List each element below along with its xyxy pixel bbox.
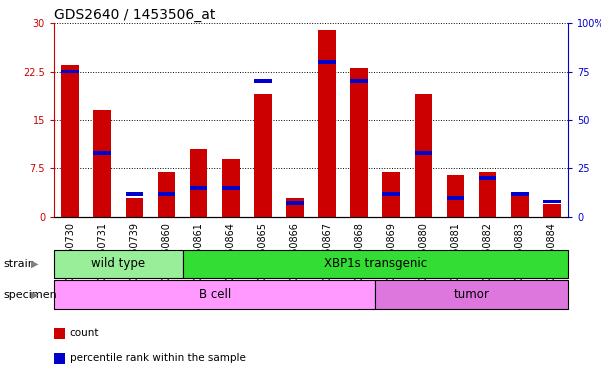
Text: ▶: ▶	[31, 290, 38, 300]
Bar	[54, 280, 375, 309]
Bar	[126, 198, 143, 217]
Bar	[54, 250, 183, 278]
Bar	[511, 192, 529, 195]
Text: B cell: B cell	[198, 288, 231, 301]
Bar	[543, 204, 561, 217]
Bar	[447, 195, 465, 200]
Bar	[222, 186, 240, 190]
Bar	[382, 172, 400, 217]
Bar	[222, 159, 240, 217]
Text: strain: strain	[3, 259, 35, 269]
Bar	[190, 186, 207, 190]
Bar	[183, 250, 568, 278]
Bar	[415, 94, 432, 217]
Bar	[93, 110, 111, 217]
Text: specimen: specimen	[3, 290, 56, 300]
Bar	[375, 280, 568, 309]
Bar	[319, 60, 336, 64]
Text: ▶: ▶	[31, 259, 38, 269]
Bar	[350, 79, 368, 83]
Bar	[254, 94, 272, 217]
Text: count: count	[70, 328, 99, 338]
Bar	[61, 65, 79, 217]
Bar	[319, 30, 336, 217]
Bar	[93, 151, 111, 155]
Bar	[447, 175, 465, 217]
Text: XBP1s transgenic: XBP1s transgenic	[324, 258, 427, 270]
Bar	[382, 192, 400, 195]
Text: wild type: wild type	[91, 258, 145, 270]
Text: percentile rank within the sample: percentile rank within the sample	[70, 353, 246, 363]
Bar	[61, 70, 79, 73]
Bar	[479, 176, 496, 180]
Bar	[157, 192, 175, 195]
Bar	[286, 202, 304, 205]
Bar	[190, 149, 207, 217]
Bar	[511, 194, 529, 217]
Bar	[254, 79, 272, 83]
Bar	[157, 172, 175, 217]
Bar	[415, 151, 432, 155]
Bar	[479, 172, 496, 217]
Bar	[126, 192, 143, 195]
Text: GDS2640 / 1453506_at: GDS2640 / 1453506_at	[54, 8, 216, 22]
Bar	[350, 68, 368, 217]
Text: tumor: tumor	[454, 288, 490, 301]
Bar	[286, 198, 304, 217]
Bar	[543, 200, 561, 204]
